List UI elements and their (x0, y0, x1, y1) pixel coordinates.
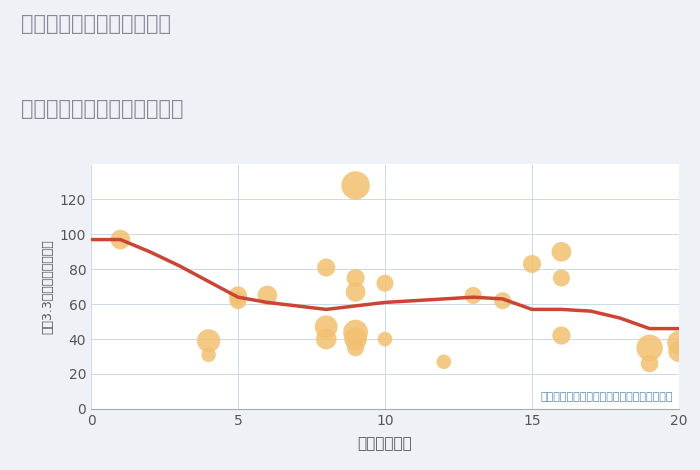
Point (203, 337, 214, 345)
Point (497, 297, 508, 305)
Point (321, 323, 332, 330)
Point (232, 292, 244, 299)
Point (203, 351, 214, 359)
Point (526, 260, 538, 268)
Point (556, 332, 567, 339)
X-axis label: 駅距離（分）: 駅距離（分） (358, 436, 412, 451)
Point (556, 248, 567, 256)
Point (321, 264, 332, 271)
Point (644, 344, 655, 352)
Point (115, 236, 126, 243)
Text: 岐阜県安八郡安八町大森の: 岐阜県安八郡安八町大森の (21, 14, 171, 34)
Point (350, 288, 361, 296)
Point (350, 335, 361, 343)
Text: 駅距離別中古マンション価格: 駅距離別中古マンション価格 (21, 99, 183, 119)
Y-axis label: 坪（3.3㎡）単価（万円）: 坪（3.3㎡）単価（万円） (41, 239, 54, 334)
Point (350, 329, 361, 336)
Point (673, 339, 685, 346)
Point (350, 274, 361, 282)
Point (232, 297, 244, 305)
Point (644, 360, 655, 367)
Point (350, 182, 361, 189)
Point (262, 292, 273, 299)
Point (379, 335, 391, 343)
Point (379, 280, 391, 287)
Point (350, 344, 361, 352)
Point (468, 292, 479, 299)
Point (321, 335, 332, 343)
Point (438, 358, 449, 366)
Point (673, 347, 685, 355)
Text: 円の大きさは、取引のあった物件面積を示す: 円の大きさは、取引のあった物件面積を示す (540, 392, 673, 402)
Point (556, 274, 567, 282)
